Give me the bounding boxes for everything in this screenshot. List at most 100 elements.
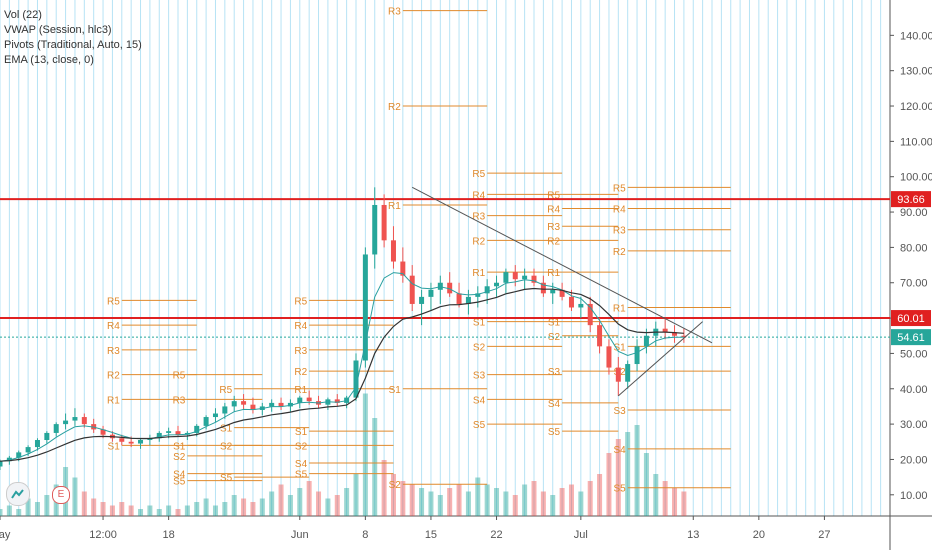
pivot-label: S4	[548, 399, 561, 410]
pivot-label: R3	[547, 222, 560, 233]
pivot-label: R4	[107, 321, 120, 332]
volume-bar	[334, 495, 340, 516]
pivot-label: S5	[295, 470, 308, 481]
candle-body	[681, 335, 687, 338]
volume-bar	[522, 484, 528, 516]
candle-body	[128, 441, 134, 444]
price-tick-label: 130.00	[900, 66, 932, 78]
candle-body	[278, 402, 284, 407]
pivot-label: S2	[173, 452, 186, 463]
pivot-label: S1	[613, 342, 626, 353]
candle-body	[531, 275, 537, 283]
volume-bar	[503, 491, 509, 516]
candle-body	[672, 332, 678, 336]
pivot-label: R2	[294, 367, 307, 378]
candle-body	[81, 417, 87, 425]
volume-bar	[0, 509, 3, 516]
candle-body	[156, 432, 162, 439]
price-tick-label: 100.00	[900, 172, 932, 184]
volume-bar	[494, 488, 500, 516]
pivot-label: S2	[548, 332, 561, 343]
pivot-label: S2	[220, 441, 233, 452]
pivot-label: S4	[473, 395, 486, 406]
time-tick-label: May	[0, 529, 11, 541]
candle-body	[484, 286, 490, 294]
candle-body	[297, 397, 303, 403]
ema-line	[0, 287, 684, 462]
volume-bar	[362, 393, 368, 516]
candle-body	[166, 431, 172, 433]
volume-bar	[269, 491, 275, 516]
candle-body	[568, 296, 574, 308]
volume-bar	[119, 502, 125, 516]
candle-body	[606, 346, 612, 368]
candle-body	[241, 401, 247, 405]
volume-bar	[587, 481, 593, 516]
candle-body	[72, 417, 78, 421]
volume-bar	[353, 474, 359, 516]
volume-bar	[231, 495, 237, 516]
candle-body	[428, 289, 434, 297]
volume-bar	[681, 491, 687, 516]
legend-pivots[interactable]: Pivots (Traditional, Auto, 15)	[4, 39, 142, 51]
overlays	[0, 272, 684, 462]
candle-body	[353, 360, 359, 398]
price-label-box	[891, 191, 931, 208]
pivot-label: S4	[295, 459, 308, 470]
candle-body	[512, 272, 518, 280]
volume-bar	[44, 495, 50, 516]
price-tick-label: 140.00	[900, 30, 932, 42]
pivot-label: R4	[547, 205, 560, 216]
price-tick-label: 80.00	[900, 242, 928, 254]
pivot-label: R5	[613, 183, 626, 194]
candle-body	[222, 406, 228, 414]
price-tick-label: 50.00	[900, 348, 928, 360]
earnings-marker-icon[interactable]: E	[52, 486, 70, 504]
volume-bar	[109, 505, 115, 516]
candle-body	[409, 275, 415, 304]
legend-volume[interactable]: Vol (22)	[4, 9, 42, 21]
legend-vwap[interactable]: VWAP (Session, hlc3)	[4, 24, 112, 36]
volume-bar	[100, 502, 106, 516]
volume-bar	[297, 488, 303, 516]
candle-body	[447, 282, 453, 294]
volume-bar	[25, 498, 31, 516]
pivot-label: R1	[547, 268, 560, 279]
candle-body	[334, 399, 340, 403]
tradingview-logo-icon[interactable]	[6, 482, 30, 506]
time-tick-label: 8	[362, 529, 368, 541]
candle-body	[550, 289, 556, 294]
volume-bar	[419, 488, 425, 516]
volume-bar	[325, 498, 331, 516]
volume-bar	[484, 484, 490, 516]
volume-bar	[672, 488, 678, 516]
volume-bar	[72, 477, 78, 516]
pivot-label: S5	[473, 420, 486, 431]
volume-bar	[531, 481, 537, 516]
candle-body	[465, 296, 471, 304]
volume-bar	[643, 453, 649, 516]
volume-bar	[128, 505, 134, 516]
volume-bar	[81, 491, 87, 516]
volume-bar	[278, 484, 284, 516]
volume-bar	[512, 495, 518, 516]
pivot-label: R5	[294, 296, 307, 307]
pivot-label: R5	[107, 296, 120, 307]
price-tick-label: 30.00	[900, 419, 928, 431]
candle-body	[615, 367, 621, 382]
volume-bar	[428, 491, 434, 516]
volume-bar	[625, 432, 631, 516]
pivot-label: R4	[613, 205, 626, 216]
candle-body	[0, 461, 3, 467]
candle-body	[100, 429, 106, 435]
legend-ema[interactable]: EMA (13, close, 0)	[4, 54, 94, 66]
volume-bar	[344, 488, 350, 516]
pivot-label: S1	[389, 385, 402, 396]
trendline	[411, 186, 713, 344]
volume-bar	[156, 509, 162, 516]
pivot-label: R2	[613, 247, 626, 258]
volume-bar	[194, 502, 200, 516]
